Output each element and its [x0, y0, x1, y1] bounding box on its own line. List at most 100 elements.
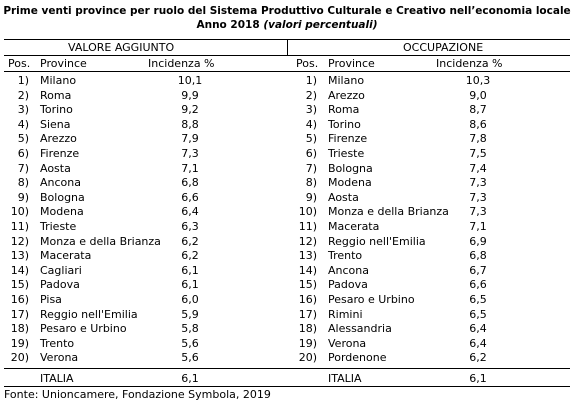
value: 6,9: [469, 234, 487, 248]
title: Prime venti province per ruolo del Siste…: [3, 5, 571, 17]
province: Trento: [40, 336, 75, 350]
value: 6,6: [181, 190, 199, 204]
divider: [287, 39, 288, 55]
value: 10,3: [465, 74, 491, 87]
position: 1): [17, 74, 29, 87]
position: 15): [298, 278, 317, 292]
province: Verona: [328, 336, 367, 350]
position: 18): [10, 322, 29, 336]
rule: [4, 386, 570, 387]
position: 14): [10, 263, 29, 277]
province: Ancona: [40, 176, 81, 190]
position: 7): [17, 161, 29, 175]
position: 9): [17, 190, 29, 204]
position: 1): [305, 74, 317, 87]
position: 2): [17, 88, 29, 102]
province: Trieste: [328, 147, 365, 160]
subtitle-emphasis: (valori percentuali): [263, 19, 378, 31]
source: Fonte: Unioncamere, Fondazione Symbola, …: [4, 388, 271, 401]
position: 11): [10, 220, 29, 233]
province: Bologna: [328, 161, 373, 175]
province: Pesaro e Urbino: [328, 293, 415, 306]
province: Pisa: [40, 293, 62, 306]
value: 6,1: [181, 263, 199, 277]
province: Arezzo: [40, 132, 77, 146]
column-header: Province: [328, 57, 375, 70]
total-value: 6,1: [469, 372, 487, 385]
province: Pesaro e Urbino: [40, 322, 127, 336]
position: 11): [298, 220, 317, 233]
value: 7,3: [469, 190, 487, 204]
column-header: Province: [40, 57, 87, 70]
position: 16): [298, 293, 317, 306]
position: 13): [10, 249, 29, 263]
position: 19): [10, 336, 29, 350]
position: 12): [298, 234, 317, 248]
province: Roma: [328, 103, 360, 117]
value: 6,3: [181, 220, 199, 233]
position: 8): [305, 176, 317, 190]
province: Trieste: [40, 220, 77, 233]
position: 20): [298, 351, 317, 365]
value: 9,0: [469, 88, 487, 102]
province: Firenze: [40, 147, 80, 160]
province: Milano: [328, 74, 365, 87]
province: Alessandria: [328, 322, 392, 336]
position: 12): [10, 234, 29, 248]
position: 18): [298, 322, 317, 336]
province: Macerata: [40, 249, 92, 263]
subtitle: Anno 2018 (valori percentuali): [0, 18, 574, 32]
position: 4): [305, 117, 317, 131]
province: Aosta: [328, 190, 359, 204]
province: Reggio nell'Emilia: [40, 307, 138, 321]
value: 7,3: [469, 176, 487, 190]
position: 17): [298, 307, 317, 321]
value: 6,0: [181, 293, 199, 306]
subtitle-text: Anno 2018: [196, 19, 260, 31]
province: Reggio nell'Emilia: [328, 234, 426, 248]
province: Firenze: [328, 132, 368, 146]
value: 6,5: [469, 307, 487, 321]
value: 8,6: [469, 117, 487, 131]
province: Cagliari: [40, 263, 82, 277]
value: 7,5: [469, 147, 487, 160]
position: 5): [305, 132, 317, 146]
rule: [4, 55, 570, 56]
province: Torino: [328, 117, 361, 131]
province: Torino: [40, 103, 73, 117]
value: 6,5: [469, 293, 487, 306]
value: 5,8: [181, 322, 199, 336]
value: 6,7: [469, 263, 487, 277]
value: 6,6: [469, 278, 487, 292]
value: 6,8: [469, 249, 487, 263]
value: 6,4: [469, 322, 487, 336]
column-header: Pos.: [296, 57, 319, 70]
province: Pordenone: [328, 351, 387, 365]
province: Siena: [40, 117, 71, 131]
position: 7): [305, 161, 317, 175]
province: Modena: [40, 205, 84, 219]
value: 6,4: [181, 205, 199, 219]
position: 14): [298, 263, 317, 277]
position: 6): [17, 147, 29, 160]
position: 10): [298, 205, 317, 219]
position: 3): [17, 103, 29, 117]
total-label: ITALIA: [328, 372, 362, 385]
value: 9,9: [181, 88, 199, 102]
value: 6,2: [469, 351, 487, 365]
position: 16): [10, 293, 29, 306]
position: 6): [305, 147, 317, 160]
province: Monza e della Brianza: [40, 234, 161, 248]
value: 10,1: [177, 74, 203, 87]
value: 7,1: [469, 220, 487, 233]
position: 4): [17, 117, 29, 131]
value: 7,8: [469, 132, 487, 146]
position: 8): [17, 176, 29, 190]
position: 17): [10, 307, 29, 321]
value: 5,6: [181, 336, 199, 350]
province: Monza e della Brianza: [328, 205, 449, 219]
province: Milano: [40, 74, 77, 87]
value: 7,3: [181, 147, 199, 160]
province: Roma: [40, 88, 72, 102]
